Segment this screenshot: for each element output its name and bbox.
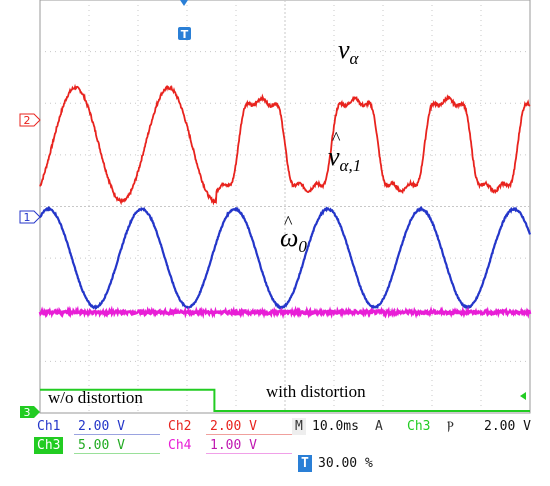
ch3-marker-icon [20, 406, 40, 418]
ch1-readout-label[interactable]: Ch1 [37, 419, 61, 434]
v-hat-text: vα,1 [328, 142, 361, 175]
trigger-position-icon[interactable]: T [298, 455, 312, 472]
right-region-label: with distortion [266, 382, 366, 401]
ch2-readout-value: 2.00 V [206, 418, 292, 435]
ch2-level-marker[interactable]: 2 [19, 113, 41, 127]
trigger-marker-box [178, 27, 191, 40]
right-arrow-icon [520, 392, 526, 400]
omega-hat-label: ^ ω0 [280, 212, 307, 256]
trigger-arrow-icon [180, 0, 188, 6]
trigger-source-label[interactable]: Ch3 [407, 419, 431, 434]
v-hat-label: ^ vα,1 [328, 128, 361, 175]
omega-hat-caret: ^ [284, 212, 293, 232]
ch1-trace [39, 205, 532, 311]
ch2-marker-label: 2 [24, 114, 31, 127]
trigger-marker-label: T [181, 28, 189, 41]
left-region-label: w/o distortion [48, 388, 143, 407]
trigger-mode-label[interactable]: A [375, 419, 383, 434]
trigger-marker[interactable]: T [178, 0, 191, 41]
ch4-readout-label[interactable]: Ch4 [168, 438, 192, 453]
ch1-level-marker[interactable]: 1 [19, 210, 41, 224]
timebase-value: 10.0ms [312, 419, 359, 434]
ch1-marker-label: 1 [24, 211, 31, 224]
scope-readout-panel: Ch1 2.00 V Ch2 2.00 V M 10.0ms A Ch3 Ⲣ 2… [32, 418, 538, 472]
v-alpha-label: vα [338, 35, 360, 68]
omega-hat-text: ω0 [280, 223, 307, 256]
ch3-readout-label[interactable]: Ch3 [34, 437, 64, 454]
v-hat-caret: ^ [332, 128, 341, 148]
trigger-position-value: 30.00 % [318, 456, 373, 471]
ch3-level-marker[interactable]: 3 [20, 406, 40, 419]
ch2-readout-label[interactable]: Ch2 [168, 419, 192, 434]
ch4-readout-value: 1.00 V [206, 437, 292, 454]
ch1-marker-icon [19, 210, 41, 224]
trigger-level-value: 2.00 V [484, 419, 531, 434]
timebase-label[interactable]: M [292, 418, 306, 435]
ch2-marker-icon [19, 113, 41, 127]
ch3-trace [40, 388, 530, 412]
ch2-trace [39, 83, 531, 206]
ch3-marker-label: 3 [24, 406, 31, 419]
trigger-slope-icon: Ⲣ [447, 419, 454, 434]
ch1-readout-value: 2.00 V [74, 418, 160, 435]
ch4-trace [38, 305, 532, 320]
ch3-readout-value: 5.00 V [74, 437, 160, 454]
